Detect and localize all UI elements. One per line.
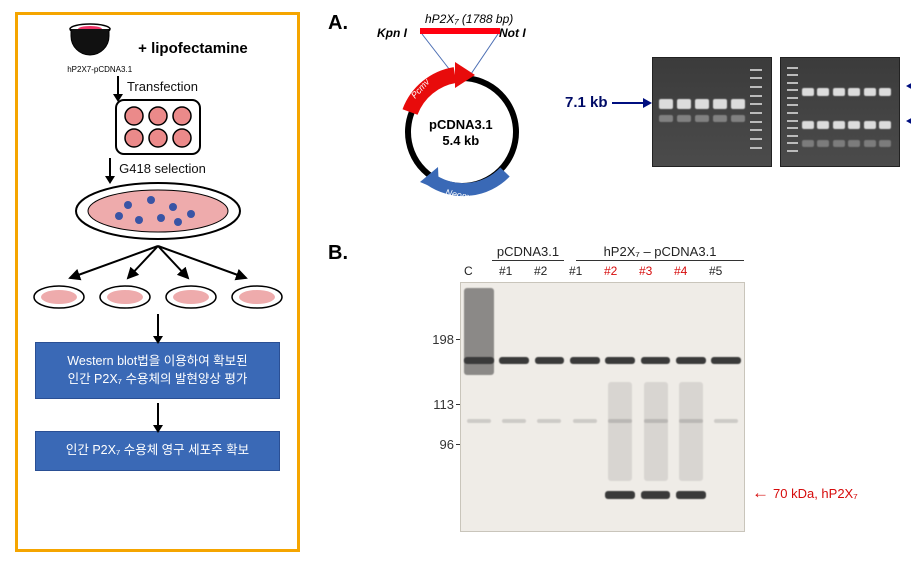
arrow-right-icon <box>612 102 644 104</box>
western-blot-image <box>460 282 745 532</box>
lipo-label: + lipofectamine <box>138 40 248 57</box>
gel-image-2 <box>780 57 900 167</box>
plasmid-diagram: hP2X₇ (1788 bp) Kpn I Not I Pcmv Neomyc <box>375 12 575 207</box>
hp2x7-band-arrow: 70 kDa, hP2X₇ <box>752 483 858 503</box>
culture-dish-icon <box>73 180 243 242</box>
step-transfection: Transfection <box>117 76 198 96</box>
gel-image-1 <box>652 57 772 167</box>
g418-label: G418 selection <box>119 161 206 176</box>
bluebox-western: Western blot법을 이용하여 확보된인간 P2X₇ 수용체의 발현양상… <box>35 342 280 399</box>
mw-96: 96 <box>416 437 454 452</box>
six-well-plate-icon <box>114 98 202 156</box>
panel-b: B. pCDNA3.1 hP2X₇ – pCDNA3.1 C #1 #2 #1 #2 #3… <box>320 242 900 542</box>
sample-label: #2 <box>604 264 617 278</box>
sample-label: #5 <box>709 264 722 278</box>
fan-out-arrows <box>38 244 278 282</box>
tube-label: hP2X7-pCDNA3.1 <box>67 65 132 74</box>
group-line <box>492 260 564 261</box>
sample-label: #3 <box>639 264 652 278</box>
arrow-icon <box>157 314 159 338</box>
workflow-flow: hP2X7-pCDNA3.1 + lipofectamine Transfect… <box>26 23 289 471</box>
vector-size: 5.4 kb <box>429 133 493 149</box>
group-hp2x7-label: hP2X₇ – pCDNA3.1 <box>576 244 744 259</box>
panel-a-label: A. <box>328 12 348 35</box>
tube-plus-lipo: hP2X7-pCDNA3.1 + lipofectamine <box>67 23 248 74</box>
hp2x7-band-label: 70 kDa, hP2X₇ <box>773 486 858 501</box>
sample-label: #4 <box>674 264 687 278</box>
vector-name: pCDNA3.1 <box>429 117 493 133</box>
dish-icon <box>98 284 152 310</box>
sample-label: #1 <box>569 264 582 278</box>
panel-a: A. hP2X₇ (1788 bp) Kpn I Not I Pcmv <box>320 12 900 212</box>
sample-label: #2 <box>534 264 547 278</box>
group-line <box>576 260 744 261</box>
mw-113: 113 <box>416 397 454 412</box>
gel1-size-label: 7.1 kb <box>565 94 608 111</box>
sample-label: C <box>464 264 473 278</box>
tube-icon: hP2X7-pCDNA3.1 <box>67 23 132 74</box>
group-empty-label: pCDNA3.1 <box>492 244 564 259</box>
right-panels: A. hP2X₇ (1788 bp) Kpn I Not I Pcmv <box>320 12 900 552</box>
arrow-icon <box>109 158 111 178</box>
sample-label: #1 <box>499 264 512 278</box>
vector-name-block: pCDNA3.1 5.4 kb <box>429 117 493 148</box>
transfection-label: Transfection <box>127 79 198 94</box>
clone-dishes <box>32 284 284 310</box>
dish-icon <box>164 284 218 310</box>
dish-icon <box>32 284 86 310</box>
dish-icon <box>230 284 284 310</box>
bluebox2-text: 인간 P2X₇ 수용체 영구 세포주 확보 <box>66 443 249 457</box>
panel-b-label: B. <box>328 242 348 265</box>
bluebox-cellline: 인간 P2X₇ 수용체 영구 세포주 확보 <box>35 431 280 471</box>
arrow-icon <box>157 403 159 427</box>
mw-198: 198 <box>416 332 454 347</box>
workflow-panel: hP2X7-pCDNA3.1 + lipofectamine Transfect… <box>15 12 300 552</box>
arrow-icon <box>117 76 119 96</box>
step-g418: G418 selection <box>109 158 206 178</box>
bluebox1-text: Western blot법을 이용하여 확보된인간 P2X₇ 수용체의 발현양상… <box>67 354 247 386</box>
